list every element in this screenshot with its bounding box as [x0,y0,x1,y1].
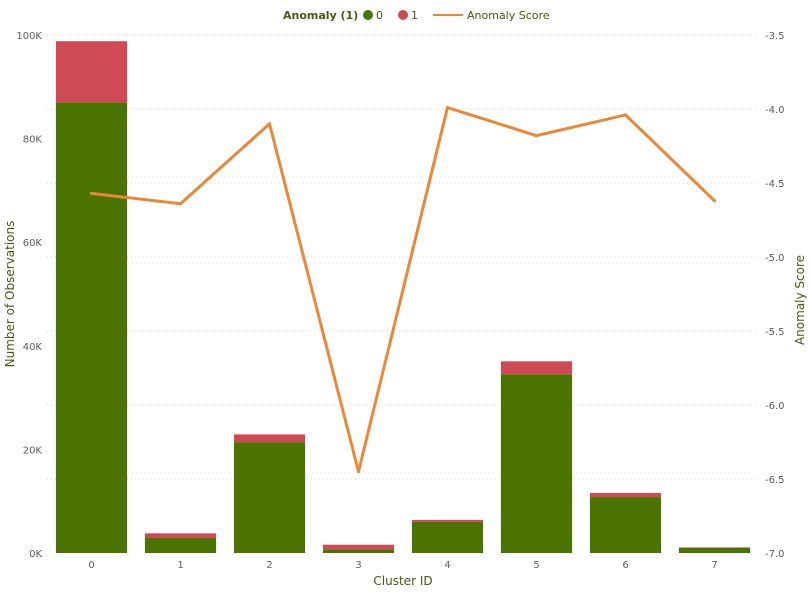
x-tick-label: 5 [533,560,539,571]
anomaly-score-point[interactable] [179,202,182,206]
legend-title: Anomaly (1) [283,9,358,22]
y-tick-label: 80K [23,135,43,146]
legend-label: 0 [376,9,383,22]
bar-cluster-0-series-0[interactable] [55,102,128,553]
bar-cluster-3-series-0[interactable] [322,549,395,553]
anomaly-score-point[interactable] [357,470,360,474]
score-line-layer [90,106,716,474]
anomaly-score-line[interactable] [91,106,716,474]
bar-cluster-5-series-1[interactable] [500,361,573,375]
anomaly-score-point[interactable] [268,122,271,126]
y2-tick-label: -3.5 [765,31,785,42]
y-tick-label: 20K [23,445,43,456]
y2-tick-label: -5.0 [765,253,785,264]
anomaly-score-point[interactable] [535,134,538,138]
x-tick-label: 0 [88,560,94,571]
bar-cluster-4-series-0[interactable] [411,521,484,553]
bar-cluster-3-series-1[interactable] [322,544,395,550]
bar-cluster-2-series-1[interactable] [233,434,306,443]
legend-marker [363,10,373,20]
bar-cluster-5-series-0[interactable] [500,374,573,553]
y2-tick-label: -7.0 [765,549,785,560]
gridlines [47,34,759,480]
anomaly-score-point[interactable] [90,191,93,195]
x-tick-label: 3 [355,560,361,571]
bar-cluster-2-series-0[interactable] [233,442,306,553]
legend-marker [398,10,408,20]
x-tick-label: 6 [622,560,628,571]
bar-cluster-6-series-0[interactable] [589,497,662,553]
bar-cluster-0-series-1[interactable] [55,41,128,103]
x-tick-label: 1 [177,560,183,571]
y-tick-label: 60K [23,238,43,249]
y2-axis-title: Anomaly Score [793,255,807,345]
anomaly-score-point[interactable] [624,113,627,117]
bar-cluster-4-series-1[interactable] [411,519,484,522]
bars [55,41,751,553]
anomaly-score-point[interactable] [446,106,449,110]
bar-cluster-1-series-1[interactable] [144,533,217,538]
y-tick-label: 0K [29,549,42,560]
bar-cluster-6-series-1[interactable] [589,492,662,498]
bar-cluster-1-series-0[interactable] [144,537,217,553]
bar-cluster-7-series-1[interactable] [678,547,751,548]
bar-cluster-7-series-0[interactable] [678,547,751,553]
x-tick-label: 2 [266,560,272,571]
legend-label: 1 [411,9,418,22]
y-axis-title: Number of Observations [3,221,17,368]
axes: -3.5 -4.0 -4.5 -5.0 -5.5 -6.0 -6.5 -7.0 0K 20K 40K… [16,31,784,571]
x-tick-label: 4 [444,560,450,571]
x-tick-label: 7 [711,560,717,571]
legend-label: Anomaly Score [467,9,550,22]
y2-tick-label: -6.0 [765,401,785,412]
anomaly-score-point[interactable] [713,199,716,203]
y2-tick-label: -6.5 [765,475,785,486]
y2-tick-label: -4.0 [765,105,785,116]
y-tick-label: 40K [23,342,43,353]
y2-tick-label: -4.5 [765,179,785,190]
legend: Anomaly (1) 0 1 Anomaly Score [283,9,550,22]
x-axis-title: Cluster ID [373,574,432,588]
y-tick-label: 100K [16,31,42,42]
y2-tick-label: -5.5 [765,327,785,338]
